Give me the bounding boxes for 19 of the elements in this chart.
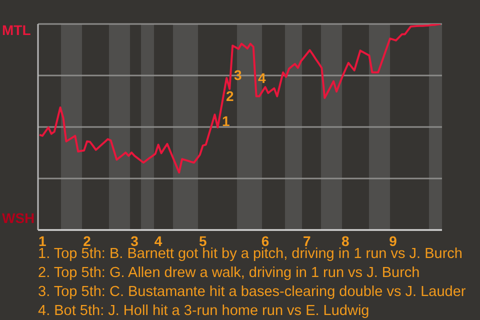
text: 2. Top 5th: G. Allen drew a walk, driving in 1 run vs J. Burch (38, 264, 421, 283)
x-tick-label: 9 (389, 232, 398, 249)
text: MTL (2, 21, 31, 39)
x-tick-label: 4 (154, 232, 162, 249)
x-tick-label: 3 (130, 232, 139, 249)
x-tick-label: 1 (38, 232, 47, 249)
x-tick-label: 5 (198, 232, 207, 249)
x-tick-label: 7 (302, 232, 311, 249)
text: WSH (2, 209, 35, 227)
annotation: 1 (222, 113, 230, 129)
x-tick-label: 6 (261, 232, 270, 249)
text: 1. Top 5th: B. Barnett got hit by a pitch, driving in 1 run vs J. Burch (38, 246, 464, 264)
x-tick-label: 8 (342, 232, 350, 249)
annotation: 4 (258, 70, 266, 86)
x-tick-label: 2 (83, 232, 92, 249)
text: 3. Top 5th: C. Bustamante hit a bases-clearing double vs J. Lauder (38, 283, 466, 302)
annotation: 2 (226, 88, 234, 104)
annotation: 3 (234, 67, 242, 83)
text: 4. Bot 5th: J. Holl hit a 3-run home run vs E. Ludwig (38, 302, 370, 320)
